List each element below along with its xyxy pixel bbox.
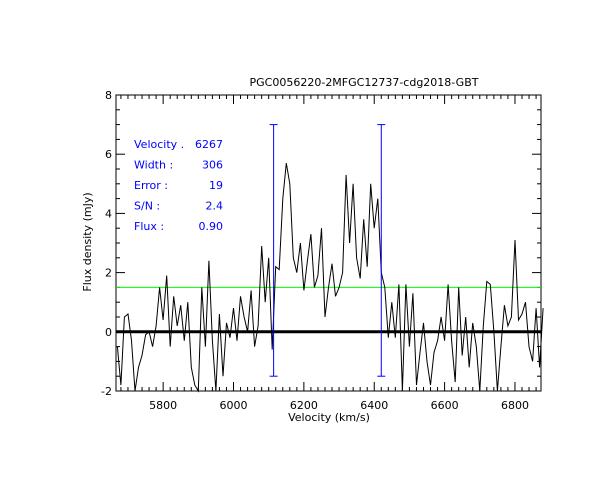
spectrum-line <box>116 163 544 393</box>
annotation-label: S/N : <box>134 200 160 213</box>
annotation-value: 6267 <box>195 138 223 151</box>
x-axis-label: Velocity (km/s) <box>288 411 370 424</box>
y-tick-label: 2 <box>105 267 112 280</box>
annotation-value: 0.90 <box>199 220 224 233</box>
x-tick-label: 6400 <box>360 399 388 412</box>
x-tick-label: 5800 <box>149 399 177 412</box>
x-tick-label: 6600 <box>431 399 459 412</box>
x-tick-label: 6200 <box>290 399 318 412</box>
annotation-label: Width : <box>134 159 173 172</box>
annotation-value: 19 <box>209 179 223 192</box>
chart-title: PGC0056220-2MFGC12737-cdg2018-GBT <box>250 76 479 89</box>
y-axis-label: Flux density (mJy) <box>81 192 94 291</box>
annotation-label: Error : <box>134 179 168 192</box>
annotation-label: Velocity . <box>134 138 184 151</box>
y-tick-label: -2 <box>101 385 112 398</box>
annotation-value: 306 <box>202 159 223 172</box>
annotation-label: Flux : <box>134 220 164 233</box>
x-tick-label: 6000 <box>220 399 248 412</box>
y-tick-label: 4 <box>105 207 112 220</box>
x-tick-label: 6800 <box>501 399 529 412</box>
y-tick-label: 6 <box>105 148 112 161</box>
y-tick-label: 8 <box>105 89 112 102</box>
annotation-value: 2.4 <box>206 200 224 213</box>
y-tick-label: 0 <box>105 326 112 339</box>
